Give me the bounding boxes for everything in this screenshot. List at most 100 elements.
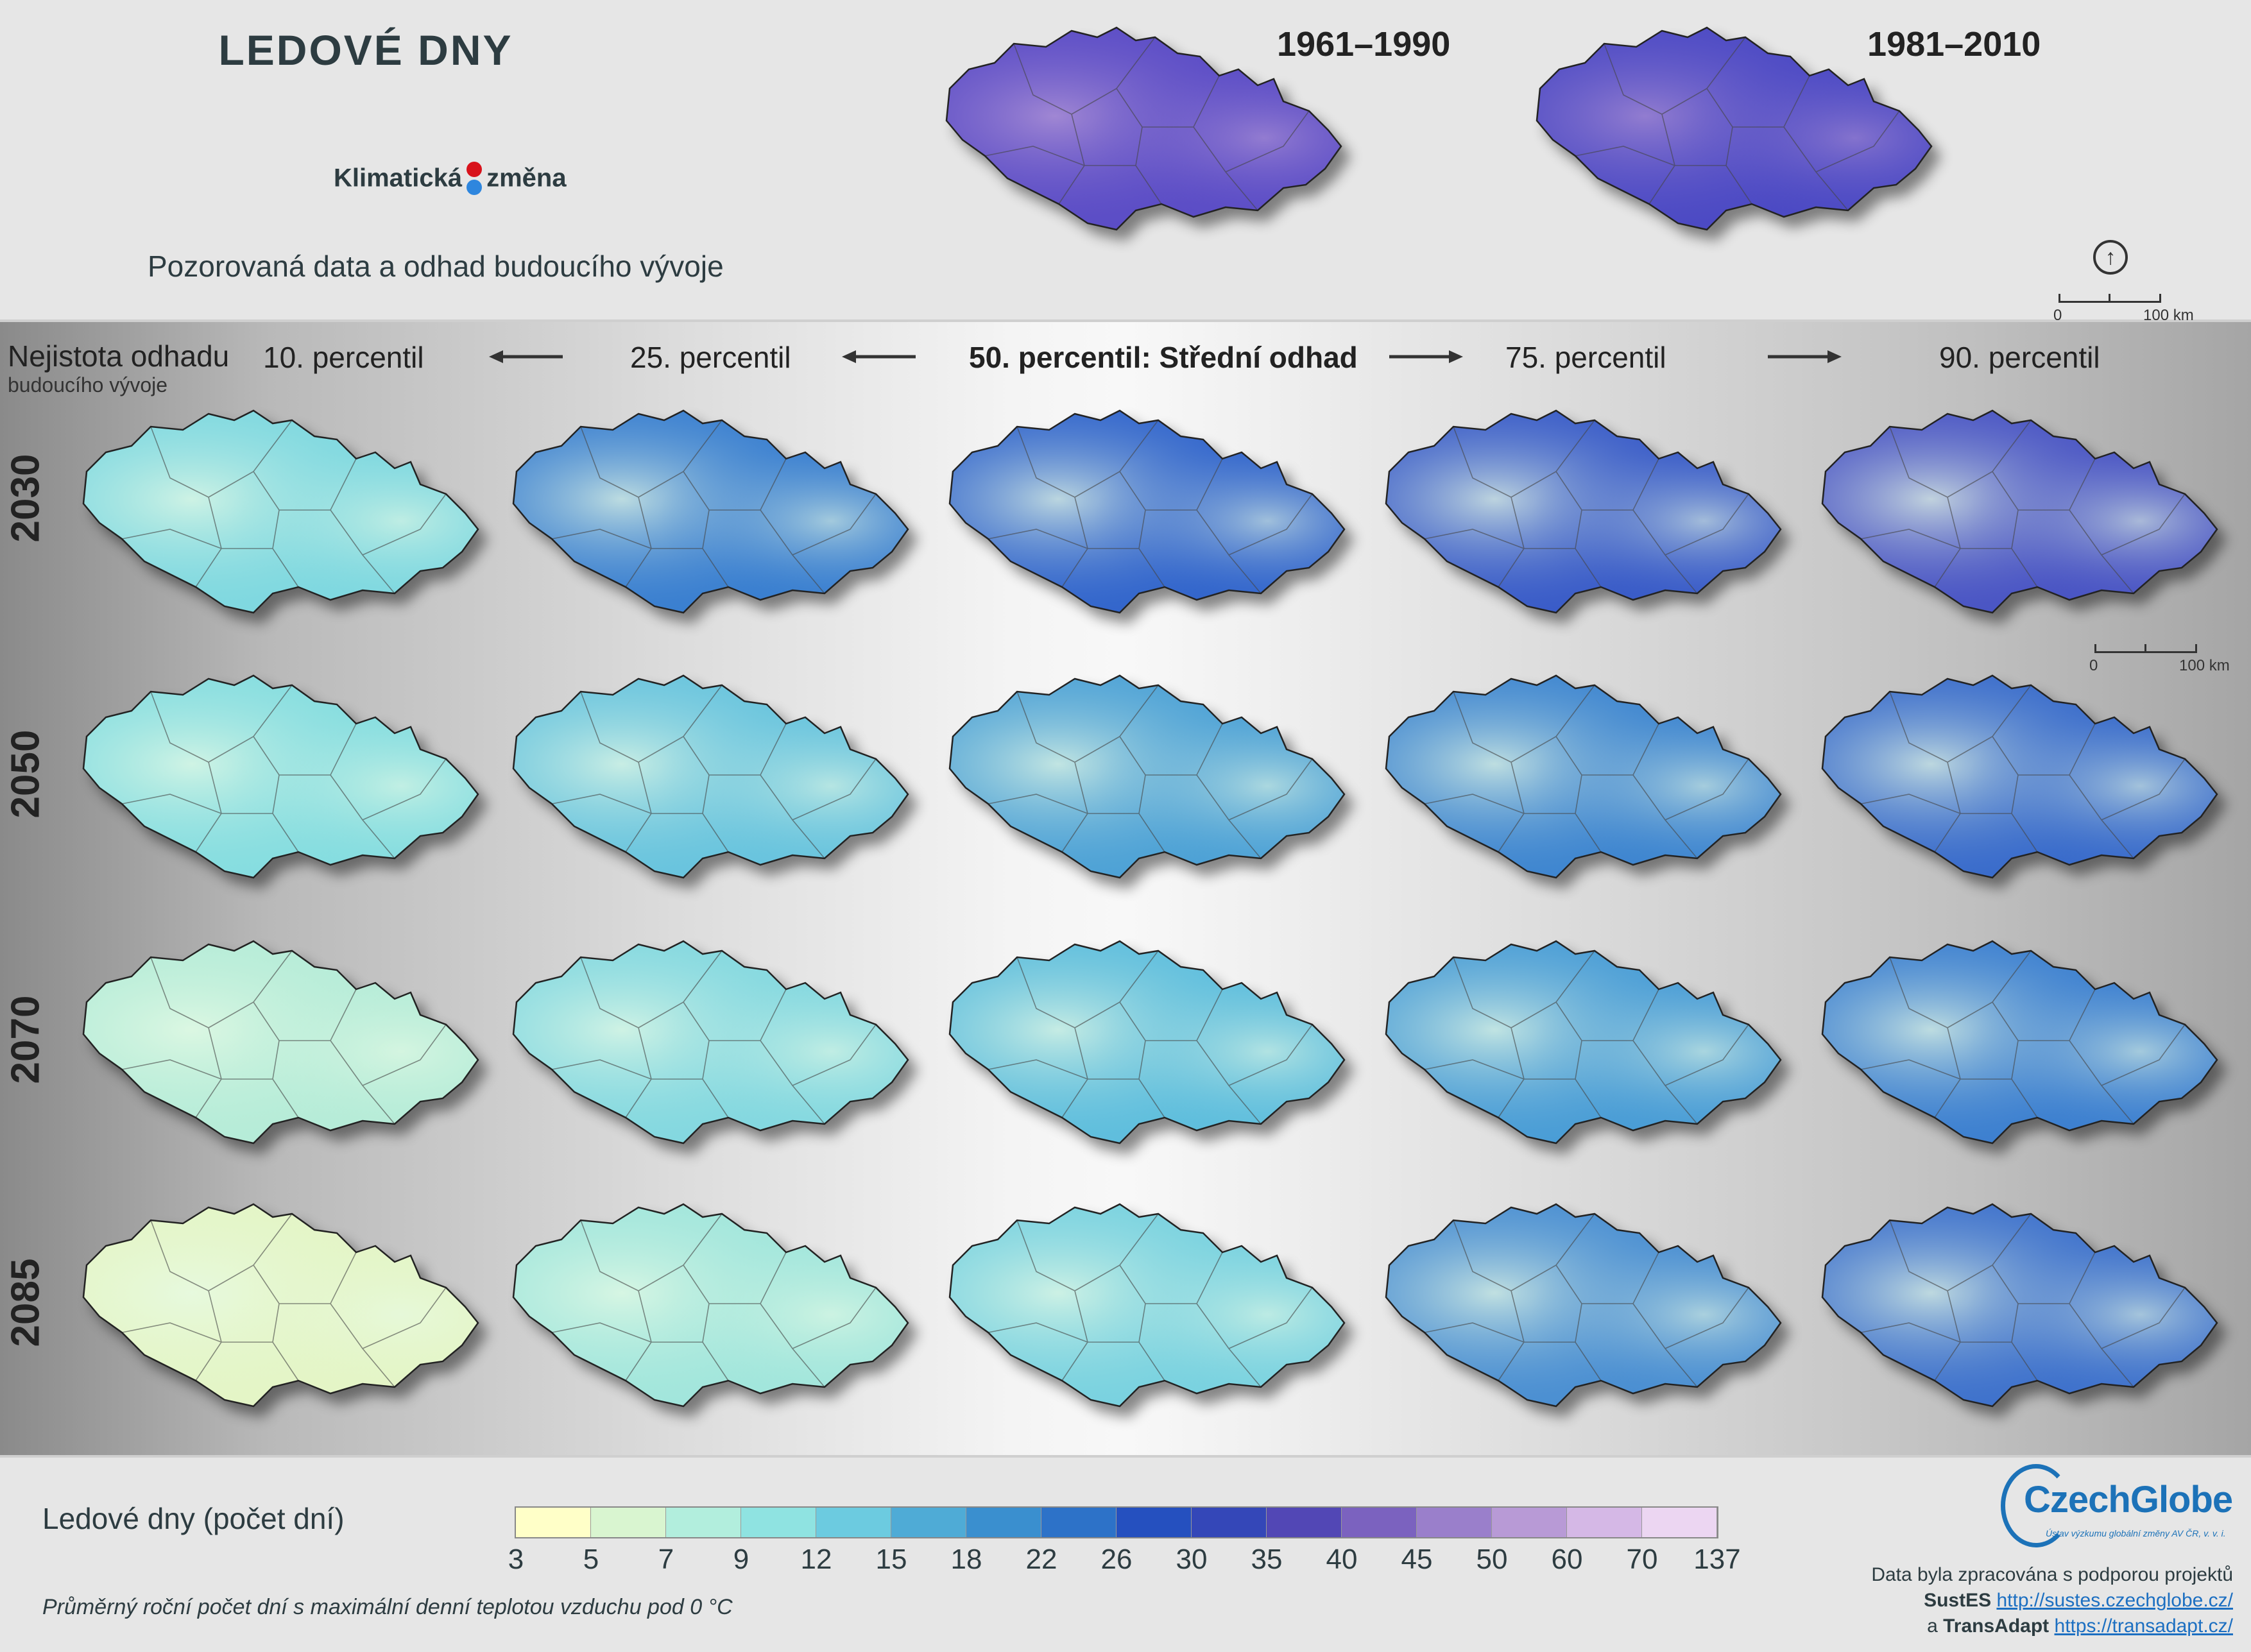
legend-swatch <box>1642 1508 1717 1537</box>
map-2070-p25 <box>491 932 927 1150</box>
legend-tick-label: 60 <box>1551 1544 1583 1575</box>
brand-right: změna <box>486 164 567 192</box>
legend-tick-label: 7 <box>658 1544 674 1575</box>
map-2050-p50 <box>927 666 1364 884</box>
brand-dots-icon <box>465 160 484 199</box>
legend-swatch <box>1492 1508 1567 1537</box>
scale-end: 100 km <box>2143 307 2194 324</box>
legend-tick-label: 22 <box>1025 1544 1057 1575</box>
map-2050-p25 <box>491 666 927 884</box>
project-2-name: TransAdapt <box>1943 1615 2050 1637</box>
scale-zero: 0 <box>2053 307 2062 324</box>
legend-swatch <box>1192 1508 1267 1537</box>
legend-swatch <box>1267 1508 1342 1537</box>
arrow-left-icon <box>842 350 916 363</box>
legend-tick-label: 5 <box>583 1544 599 1575</box>
row-year-2085: 2085 <box>3 1258 48 1347</box>
footer-divider <box>0 1455 2251 1458</box>
project-1-link[interactable]: http://sustes.czechglobe.cz/ <box>1996 1590 2233 1611</box>
logo-name: CzechGlobe <box>2024 1479 2233 1520</box>
col-header-p25: 25. percentil <box>630 341 791 374</box>
legend-swatch <box>591 1508 666 1537</box>
legend-tick-label: 137 <box>1693 1544 1741 1575</box>
legend-tick-label: 45 <box>1401 1544 1433 1575</box>
page-subtitle: Pozorovaná data a odhad budoucího vývoje <box>148 250 724 283</box>
map-2030-p90 <box>1800 401 2236 619</box>
legend-swatch <box>816 1508 891 1537</box>
north-arrow-icon: ↑ <box>2093 240 2128 275</box>
legend-tick-label: 3 <box>508 1544 524 1575</box>
map-2050-p75 <box>1364 666 1800 884</box>
row-year-2070: 2070 <box>3 995 48 1084</box>
project-1-name: SustES <box>1924 1590 1992 1611</box>
legend-swatch <box>516 1508 591 1537</box>
col-header-p90: 90. percentil <box>1939 341 2100 374</box>
map-2070-p50 <box>927 932 1364 1150</box>
page-title: LEDOVÉ DNY <box>218 26 513 74</box>
logo-subtitle: Ústav výzkumu globální změny AV ČR, v. v… <box>2046 1528 2226 1538</box>
credit-project-1: SustES http://sustes.czechglobe.cz/ <box>1924 1590 2233 1612</box>
scale-end: 100 km <box>2179 657 2230 674</box>
map-2070-p75 <box>1364 932 1800 1150</box>
logo-arc-icon <box>2001 1464 2071 1547</box>
header-divider <box>0 319 2251 322</box>
map-2030-p50 <box>927 401 1364 619</box>
uncertainty-sublabel: budoucího vývoje <box>8 373 168 396</box>
map-2030-p25 <box>491 401 927 619</box>
map-2070-p90 <box>1800 932 2236 1150</box>
legend-swatch <box>1041 1508 1117 1537</box>
legend-swatch <box>1117 1508 1192 1537</box>
legend-color-bar <box>515 1506 1718 1538</box>
uncertainty-label: Nejistota odhadu <box>8 339 230 373</box>
legend-title: Ledové dny (počet dní) <box>42 1502 345 1535</box>
legend-swatch <box>966 1508 1041 1537</box>
legend-tick-label: 40 <box>1326 1544 1358 1575</box>
project-2-link[interactable]: https://transadapt.cz/ <box>2054 1615 2233 1637</box>
col-header-p75: 75. percentil <box>1505 341 1666 374</box>
map-2030-p10 <box>61 401 497 619</box>
map-2085-p50 <box>927 1195 1364 1413</box>
legend-tick-label: 50 <box>1476 1544 1508 1575</box>
legend-swatch <box>741 1508 816 1537</box>
row-year-2030: 2030 <box>3 454 48 543</box>
brand-logo: Klimatická změna <box>334 160 567 199</box>
brand-left: Klimatická <box>334 164 463 192</box>
col-header-p10: 10. percentil <box>263 341 424 374</box>
legend-tick-label: 70 <box>1626 1544 1658 1575</box>
credit-line: Data byla zpracována s podporou projektů <box>1871 1564 2233 1585</box>
legend-swatch <box>1417 1508 1492 1537</box>
period-label-1981: 1981–2010 <box>1867 25 2041 64</box>
map-2085-p90 <box>1800 1195 2236 1413</box>
legend-tick-label: 35 <box>1251 1544 1283 1575</box>
col-header-p50: 50. percentil: Střední odhad <box>969 341 1358 374</box>
legend-swatch <box>891 1508 966 1537</box>
arrow-right-icon <box>1389 350 1463 363</box>
map-historical-1961-1990 <box>924 18 1360 236</box>
legend-swatch <box>1342 1508 1417 1537</box>
arrow-left-icon <box>489 350 563 363</box>
map-2030-p75 <box>1364 401 1800 619</box>
row-year-2050: 2050 <box>3 729 48 819</box>
legend-tick-label: 15 <box>875 1544 907 1575</box>
scale-zero: 0 <box>2089 657 2098 674</box>
map-2085-p10 <box>61 1195 497 1413</box>
legend-ticks: 3 5 7 9 12 15 18 22 26 30 35 40 45 50 60 70 137 <box>508 1544 1741 1582</box>
legend-tick-label: 9 <box>733 1544 749 1575</box>
map-2070-p10 <box>61 932 497 1150</box>
legend-tick-label: 18 <box>950 1544 982 1575</box>
legend-note: Průměrný roční počet dní s maximální den… <box>42 1595 733 1619</box>
map-2085-p75 <box>1364 1195 1800 1413</box>
legend-swatch <box>1567 1508 1642 1537</box>
map-2050-p10 <box>61 666 497 884</box>
map-historical-1981-2010 <box>1514 18 1951 236</box>
credit-project-2: a TransAdapt https://transadapt.cz/ <box>1927 1615 2233 1637</box>
legend-tick-label: 12 <box>800 1544 832 1575</box>
arrow-right-icon <box>1768 350 1842 363</box>
czechglobe-logo: CzechGlobe Ústav výzkumu globální změny … <box>2001 1464 2233 1560</box>
map-2050-p90 <box>1800 666 2236 884</box>
footer <box>0 1456 2251 1652</box>
period-label-1961: 1961–1990 <box>1277 25 1451 64</box>
legend-swatch <box>666 1508 741 1537</box>
map-2085-p25 <box>491 1195 927 1413</box>
